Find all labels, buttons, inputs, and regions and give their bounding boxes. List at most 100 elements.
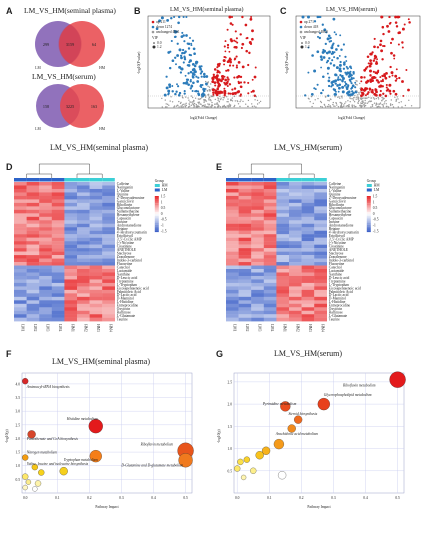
volcano-point	[167, 51, 171, 54]
heatmap-cell	[64, 307, 78, 311]
volcano-point	[193, 64, 197, 68]
pathway-label: Histidine metabolism	[66, 417, 98, 421]
heatmap-cell	[26, 188, 40, 193]
heatmap-cell	[64, 289, 78, 294]
heatmap-cell	[314, 237, 327, 242]
heatmap-row-label: Gluconolactone	[329, 206, 352, 210]
volcano-point	[253, 94, 257, 97]
heatmap-cell	[276, 272, 290, 277]
heatmap-cell	[14, 279, 27, 284]
volcano-point	[328, 105, 330, 108]
heatmap-cell	[14, 293, 27, 298]
volcano-point	[177, 94, 181, 97]
volcano-point	[181, 48, 185, 52]
volcano-point	[195, 105, 198, 107]
heatmap-cell	[251, 296, 264, 301]
volcano-point	[200, 75, 203, 78]
volcano-point	[342, 63, 346, 66]
volcano-point	[401, 46, 404, 49]
color-scale-label: -1	[161, 224, 164, 228]
heatmap-cell	[289, 265, 302, 270]
heatmap-cell	[301, 223, 315, 228]
panel-letter-d: D	[6, 162, 13, 172]
heatmap-cell	[51, 300, 65, 304]
volcano-point	[182, 61, 185, 64]
pathway-label: Aminoacyl-tRNA biosynthesis	[26, 385, 70, 389]
color-scale-step	[154, 219, 159, 222]
heatmap-cell	[39, 296, 52, 301]
heatmap-cell	[238, 282, 252, 287]
volcano-point	[193, 73, 196, 76]
color-scale-step	[154, 208, 159, 211]
volcano-point	[216, 71, 219, 74]
volcano-point	[394, 74, 398, 78]
volcano-point	[338, 96, 340, 98]
heatmap-cell	[89, 206, 103, 211]
volcano-point	[226, 28, 229, 31]
heatmap-cell	[64, 272, 78, 277]
heatmap-cell	[263, 272, 277, 277]
heatmap-cell	[77, 223, 90, 228]
volcano-c-legend: up 271 down 418 unchanged 4860 VIP 0.0 1…	[299, 20, 328, 49]
volcano-point	[388, 75, 391, 78]
volcano-point	[323, 28, 327, 32]
heatmap-cell	[64, 314, 78, 318]
volcano-point	[247, 99, 250, 102]
volcano-point	[180, 35, 184, 38]
heatmap-cell	[226, 296, 239, 301]
volcano-point	[249, 17, 253, 21]
volcano-point	[191, 101, 194, 103]
heatmap-row-label: Capsaicin	[117, 217, 131, 221]
heatmap-cell	[301, 195, 315, 200]
pathway-label: Pyrimidine metabolism	[262, 402, 297, 406]
heatmap-cell	[51, 216, 65, 221]
color-scale-step	[154, 214, 159, 216]
volcano-point	[332, 103, 334, 106]
heatmap-cell	[89, 230, 103, 235]
volcano-point	[359, 91, 362, 93]
volcano-point	[372, 59, 376, 62]
color-scale-step	[154, 201, 159, 204]
venn2-left-count: 158	[43, 104, 49, 109]
volcano-point	[171, 85, 174, 87]
volcano-point	[213, 88, 216, 91]
heatmap-cell	[251, 199, 264, 204]
color-scale-step	[366, 212, 371, 215]
heatmap-cell	[102, 241, 115, 245]
heatmap-cell	[64, 279, 78, 284]
heatmap-cell	[301, 227, 315, 231]
volcano-point	[225, 106, 227, 108]
volcano-point	[313, 69, 317, 73]
volcano-point	[337, 90, 340, 93]
volcano-point	[333, 88, 337, 92]
volcano-point	[212, 93, 215, 96]
pathway-bubble	[389, 371, 406, 388]
heatmap-cell	[314, 300, 327, 304]
volcano-point	[210, 95, 212, 97]
volcano-point	[215, 93, 219, 97]
heatmap-cell	[14, 265, 27, 270]
pathway-bubble	[240, 474, 247, 481]
pathway-bubble	[237, 458, 244, 466]
panel-c: C LM_VS_HM(serum) -log10(P value) log2(F…	[278, 0, 425, 130]
volcano-point	[390, 51, 393, 55]
legend-down: down 1274	[156, 25, 172, 29]
panel-letter-g: G	[216, 349, 224, 359]
volcano-point	[346, 105, 348, 107]
heatmap-row-label: Androstanedione	[329, 224, 354, 228]
pathway-title-serum: LM_VS_HM(serum)	[274, 349, 342, 358]
color-scale-label: 0.5	[373, 206, 378, 210]
heatmap-cell	[238, 255, 252, 259]
heatmap-cell	[102, 275, 115, 280]
color-scale-label: 1.5	[161, 195, 166, 199]
heatmap-cell	[289, 237, 302, 242]
heatmap-cell	[102, 227, 115, 231]
heatmap-cell	[51, 265, 65, 270]
group-legend-swatch	[154, 188, 160, 192]
volcano-point	[207, 103, 209, 105]
heatmap-cell	[77, 248, 90, 252]
heatmap-cell	[26, 241, 40, 245]
volcano-point	[183, 92, 186, 95]
heatmap-cell	[26, 310, 40, 315]
volcano-point	[223, 105, 225, 108]
